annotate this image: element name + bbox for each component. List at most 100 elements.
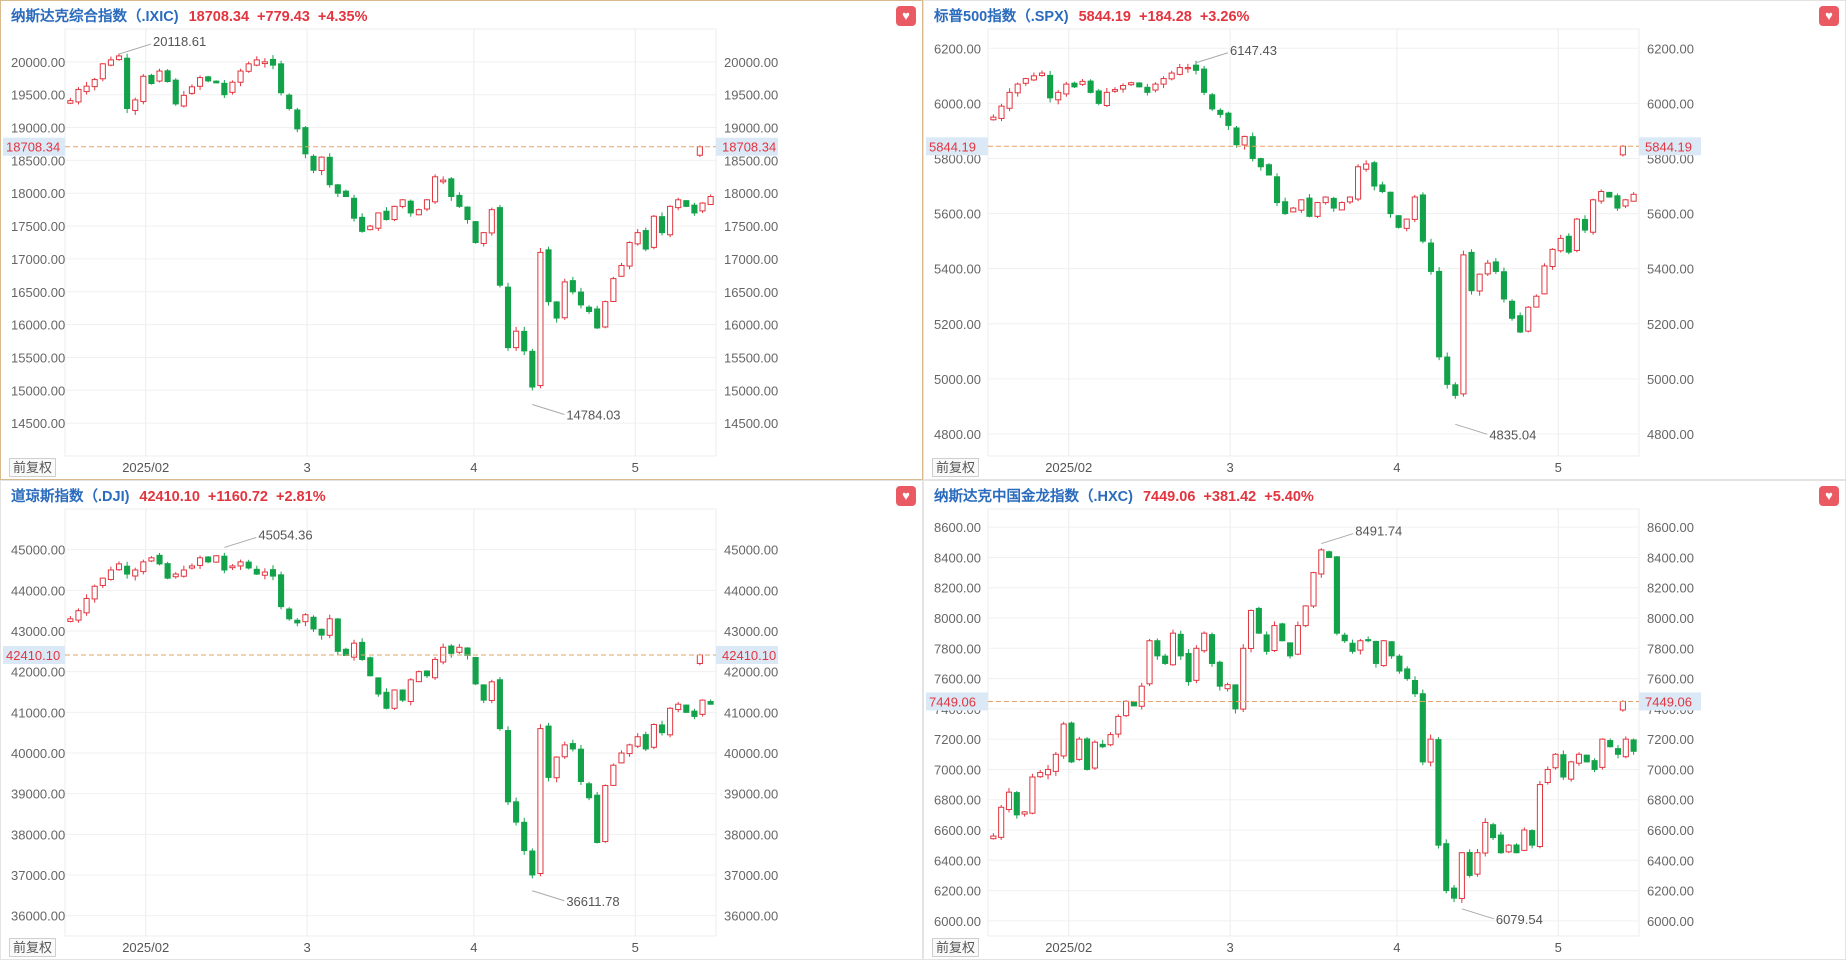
- chart-panel[interactable]: 道琼斯指数（.DJI) 42410.10 +1160.72 +2.81% ♥ 前复权 202…: [0, 480, 923, 960]
- candle-body: [1517, 315, 1524, 333]
- candle: [399, 199, 406, 209]
- candle: [1599, 738, 1606, 770]
- candle: [675, 702, 682, 713]
- candle-body: [1606, 191, 1613, 198]
- candle: [1160, 76, 1167, 89]
- candle: [1630, 192, 1637, 202]
- candle-body: [691, 204, 698, 214]
- low-leader: [1461, 908, 1494, 920]
- y-tick-label-left: 42000.00: [11, 665, 65, 680]
- candle-body: [707, 196, 714, 206]
- index-price: 18708.34: [188, 9, 250, 25]
- candle: [310, 154, 317, 174]
- candle: [1444, 352, 1451, 389]
- candle: [504, 726, 512, 806]
- adjust-button[interactable]: 前复权: [9, 458, 57, 477]
- candle-body: [1505, 844, 1512, 853]
- candle: [1282, 197, 1289, 215]
- candle-body: [634, 232, 641, 245]
- adjust-button[interactable]: 前复权: [9, 938, 57, 957]
- candle: [1119, 83, 1127, 93]
- y-tick-label-right: 6000.00: [1647, 914, 1694, 929]
- adjust-button[interactable]: 前复权: [932, 458, 980, 477]
- candle-body: [618, 264, 625, 277]
- x-tick-label: 2025/02: [1045, 460, 1092, 475]
- current-price-label-left-bg: [926, 692, 988, 711]
- candle-body: [1279, 623, 1286, 642]
- index-change: +779.43: [257, 9, 310, 25]
- candle-body: [350, 197, 358, 219]
- candle-body: [1552, 753, 1559, 769]
- y-tick-label-right: 5600.00: [1647, 207, 1694, 222]
- y-tick-label-left: 5000.00: [934, 372, 981, 387]
- index-change-pct: +3.26%: [1199, 9, 1250, 25]
- y-tick-label-right: 7600.00: [1647, 672, 1694, 687]
- candle-body: [990, 116, 997, 121]
- candle-body: [399, 689, 406, 701]
- candle: [1091, 740, 1098, 770]
- candle-body: [537, 251, 544, 387]
- current-price-label-right-bg: [716, 137, 778, 156]
- candle-body: [464, 647, 471, 656]
- candle-body: [513, 801, 520, 823]
- y-tick-label-left: 8200.00: [934, 581, 981, 596]
- candle-body: [1500, 271, 1508, 300]
- candle-body: [1055, 91, 1062, 101]
- chart-panel[interactable]: 纳斯达克中国金龙指数（.HXC) 7449.06 +381.42 +5.40% ♥ 前复权…: [923, 480, 1846, 960]
- candle-body: [1443, 843, 1450, 892]
- x-tick-label: 4: [470, 460, 477, 475]
- index-price: 7449.06: [1142, 489, 1196, 505]
- candle: [650, 215, 657, 250]
- candle-body: [1614, 748, 1622, 755]
- candle-body: [1273, 176, 1281, 204]
- heart-icon[interactable]: ♥: [896, 6, 916, 26]
- candle: [1318, 548, 1325, 578]
- heart-icon[interactable]: ♥: [1819, 486, 1839, 506]
- candle-body: [577, 291, 585, 306]
- candle-body: [367, 657, 374, 677]
- candle-body: [1265, 164, 1272, 176]
- candle-body: [1630, 739, 1637, 752]
- candle-body: [1436, 270, 1443, 358]
- candle-body: [594, 794, 601, 843]
- candle: [1201, 65, 1208, 96]
- x-tick-label: 5: [1555, 460, 1562, 475]
- heart-icon[interactable]: ♥: [1819, 6, 1839, 26]
- current-price-label-right: 42410.10: [722, 648, 776, 663]
- candle-body: [1037, 771, 1044, 778]
- candle: [488, 679, 495, 704]
- y-tick-label-right: 15500.00: [724, 350, 778, 365]
- candle-body: [1330, 197, 1337, 209]
- candle: [1436, 267, 1443, 361]
- candle-body: [196, 77, 204, 87]
- candle-body: [221, 555, 228, 571]
- candle: [294, 107, 301, 133]
- candle-body: [1177, 633, 1184, 657]
- heart-icon[interactable]: ♥: [896, 486, 916, 506]
- y-tick-label-right: 6600.00: [1647, 823, 1694, 838]
- candle-body: [1322, 196, 1329, 204]
- candle: [1371, 160, 1378, 191]
- candle: [990, 833, 997, 840]
- y-tick-label-right: 6200.00: [1647, 884, 1694, 899]
- candle-body: [188, 565, 196, 569]
- chart-panel[interactable]: 标普500指数（.SPX) 5844.19 +184.28 +3.26% ♥ 前复权 202…: [923, 0, 1846, 480]
- candle: [1549, 248, 1556, 270]
- candle-body: [650, 724, 657, 748]
- candle: [164, 561, 171, 580]
- candle: [1265, 163, 1272, 176]
- candle-body: [148, 557, 155, 562]
- candle-body: [407, 200, 414, 214]
- candle: [1111, 87, 1119, 93]
- candle: [1591, 758, 1598, 773]
- candle: [569, 276, 576, 295]
- chart-panel[interactable]: 纳斯达克综合指数（.IXIC) 18708.34 +779.43 +4.35% ♥ 前复权…: [0, 0, 923, 480]
- adjust-button[interactable]: 前复权: [932, 938, 980, 957]
- candlestick-chart: 2025/02 3 4 5 6200.00 6200.00 6000.00 6000.00 58…: [926, 28, 1701, 475]
- candle-body: [196, 557, 204, 566]
- candle-body: [537, 728, 544, 875]
- candle-body: [585, 306, 593, 312]
- candle-body: [423, 670, 431, 677]
- candle-body: [488, 209, 495, 234]
- candle-body: [1095, 90, 1102, 104]
